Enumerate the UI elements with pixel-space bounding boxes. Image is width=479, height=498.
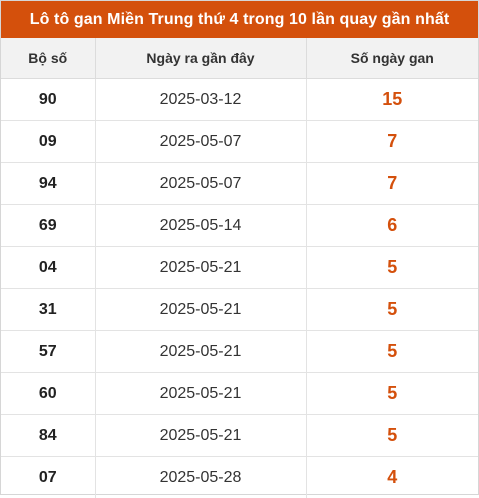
table-row: 60 2025-05-21 5 bbox=[1, 373, 478, 415]
row-date: 2025-05-28 bbox=[95, 457, 306, 498]
row-number: 60 bbox=[1, 373, 95, 415]
widget-title: Lô tô gan Miền Trung thứ 4 trong 10 lần … bbox=[1, 1, 478, 38]
column-header-date: Ngày ra gần đây bbox=[95, 38, 306, 79]
row-number: 90 bbox=[1, 79, 95, 121]
table-row: 07 2025-05-28 4 bbox=[1, 457, 478, 498]
column-header-number: Bộ số bbox=[1, 38, 95, 79]
row-date: 2025-05-21 bbox=[95, 415, 306, 457]
row-number: 09 bbox=[1, 121, 95, 163]
row-days: 6 bbox=[306, 205, 478, 247]
row-number: 07 bbox=[1, 457, 95, 498]
row-number: 31 bbox=[1, 289, 95, 331]
row-date: 2025-05-21 bbox=[95, 247, 306, 289]
row-days: 5 bbox=[306, 289, 478, 331]
lo-gan-table: Bộ số Ngày ra gần đây Số ngày gan 90 202… bbox=[1, 38, 478, 498]
row-date: 2025-05-21 bbox=[95, 373, 306, 415]
row-days: 7 bbox=[306, 121, 478, 163]
table-row: 90 2025-03-12 15 bbox=[1, 79, 478, 121]
table-header: Bộ số Ngày ra gần đây Số ngày gan bbox=[1, 38, 478, 79]
row-date: 2025-05-21 bbox=[95, 331, 306, 373]
table-row: 84 2025-05-21 5 bbox=[1, 415, 478, 457]
row-number: 94 bbox=[1, 163, 95, 205]
table-row: 04 2025-05-21 5 bbox=[1, 247, 478, 289]
row-days: 15 bbox=[306, 79, 478, 121]
row-days: 5 bbox=[306, 415, 478, 457]
table-row: 57 2025-05-21 5 bbox=[1, 331, 478, 373]
row-date: 2025-05-14 bbox=[95, 205, 306, 247]
table-body: 90 2025-03-12 15 09 2025-05-07 7 94 2025… bbox=[1, 79, 478, 498]
row-number: 69 bbox=[1, 205, 95, 247]
row-date: 2025-05-07 bbox=[95, 121, 306, 163]
header-row: Bộ số Ngày ra gần đây Số ngày gan bbox=[1, 38, 478, 79]
row-date: 2025-05-21 bbox=[95, 289, 306, 331]
table-row: 94 2025-05-07 7 bbox=[1, 163, 478, 205]
table-row: 09 2025-05-07 7 bbox=[1, 121, 478, 163]
row-days: 5 bbox=[306, 373, 478, 415]
row-number: 57 bbox=[1, 331, 95, 373]
row-date: 2025-05-07 bbox=[95, 163, 306, 205]
row-days: 4 bbox=[306, 457, 478, 498]
column-header-days: Số ngày gan bbox=[306, 38, 478, 79]
row-number: 84 bbox=[1, 415, 95, 457]
table-row: 69 2025-05-14 6 bbox=[1, 205, 478, 247]
row-number: 04 bbox=[1, 247, 95, 289]
row-date: 2025-03-12 bbox=[95, 79, 306, 121]
row-days: 5 bbox=[306, 331, 478, 373]
table-row: 31 2025-05-21 5 bbox=[1, 289, 478, 331]
row-days: 5 bbox=[306, 247, 478, 289]
row-days: 7 bbox=[306, 163, 478, 205]
